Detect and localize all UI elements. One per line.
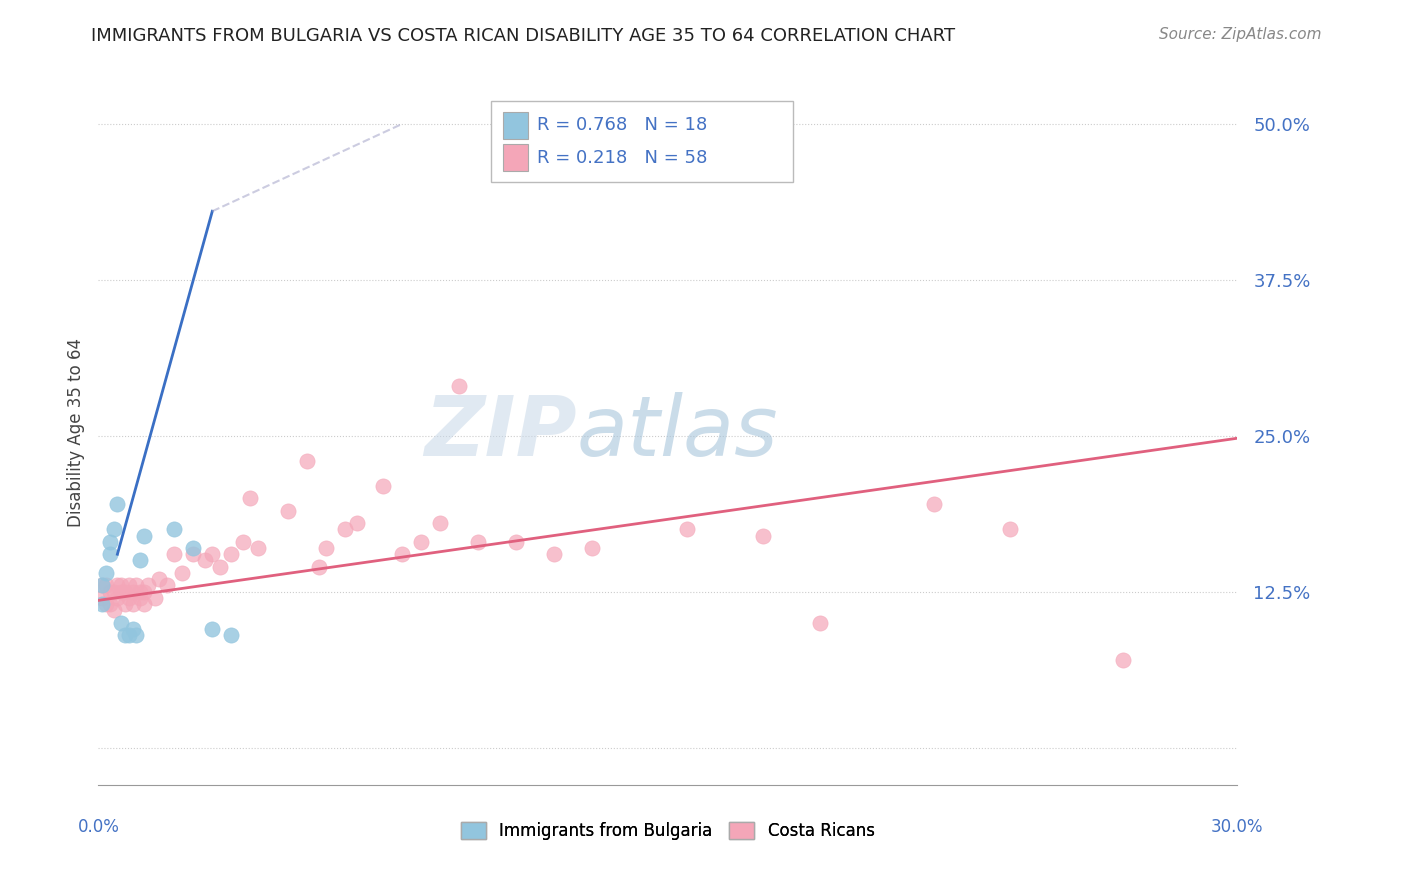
Point bbox=[315, 541, 337, 555]
Point bbox=[170, 566, 193, 580]
Point bbox=[922, 497, 945, 511]
Point bbox=[335, 522, 357, 536]
Point bbox=[201, 547, 224, 561]
Point bbox=[201, 622, 224, 636]
Point bbox=[98, 547, 121, 561]
Point bbox=[543, 547, 565, 561]
Bar bbox=[503, 112, 527, 139]
Point bbox=[107, 591, 129, 605]
Point bbox=[808, 615, 831, 630]
Point bbox=[98, 597, 121, 611]
Text: IMMIGRANTS FROM BULGARIA VS COSTA RICAN DISABILITY AGE 35 TO 64 CORRELATION CHAR: IMMIGRANTS FROM BULGARIA VS COSTA RICAN … bbox=[91, 27, 956, 45]
Point bbox=[98, 534, 121, 549]
Point bbox=[208, 559, 231, 574]
Point bbox=[103, 584, 125, 599]
Point bbox=[121, 597, 143, 611]
Point bbox=[232, 534, 254, 549]
Point bbox=[91, 597, 114, 611]
Point bbox=[121, 584, 143, 599]
Point bbox=[110, 584, 132, 599]
Point bbox=[125, 578, 148, 592]
Text: atlas: atlas bbox=[576, 392, 779, 473]
Point bbox=[94, 566, 117, 580]
Text: 30.0%: 30.0% bbox=[1211, 818, 1264, 836]
Point bbox=[163, 547, 186, 561]
Point bbox=[194, 553, 217, 567]
Point bbox=[183, 541, 205, 555]
FancyBboxPatch shape bbox=[491, 102, 793, 183]
Text: R = 0.768   N = 18: R = 0.768 N = 18 bbox=[537, 116, 707, 135]
Point bbox=[246, 541, 269, 555]
Point bbox=[148, 572, 170, 586]
Point bbox=[91, 591, 114, 605]
Point bbox=[110, 615, 132, 630]
Point bbox=[998, 522, 1021, 536]
Point bbox=[107, 578, 129, 592]
Point bbox=[118, 628, 141, 642]
Point bbox=[391, 547, 413, 561]
Point bbox=[581, 541, 603, 555]
Point bbox=[114, 597, 136, 611]
Point bbox=[129, 591, 152, 605]
Point bbox=[98, 584, 121, 599]
Point bbox=[221, 547, 243, 561]
Point bbox=[411, 534, 433, 549]
Point bbox=[91, 578, 114, 592]
Point bbox=[132, 528, 155, 542]
Point bbox=[277, 503, 299, 517]
Legend: Immigrants from Bulgaria, Costa Ricans: Immigrants from Bulgaria, Costa Ricans bbox=[454, 815, 882, 847]
Point bbox=[429, 516, 451, 530]
Point bbox=[156, 578, 179, 592]
Point bbox=[346, 516, 368, 530]
Point bbox=[163, 522, 186, 536]
Point bbox=[132, 584, 155, 599]
Point bbox=[103, 603, 125, 617]
Point bbox=[371, 478, 394, 492]
Point bbox=[125, 628, 148, 642]
Point bbox=[505, 534, 527, 549]
Point bbox=[107, 497, 129, 511]
Point bbox=[467, 534, 489, 549]
Point bbox=[110, 578, 132, 592]
Point bbox=[118, 591, 141, 605]
Point bbox=[221, 628, 243, 642]
Point bbox=[132, 597, 155, 611]
Text: 0.0%: 0.0% bbox=[77, 818, 120, 836]
Point bbox=[103, 522, 125, 536]
Point bbox=[91, 578, 114, 592]
Point bbox=[676, 522, 699, 536]
Point bbox=[129, 584, 152, 599]
Point bbox=[114, 628, 136, 642]
Point bbox=[118, 578, 141, 592]
Text: Source: ZipAtlas.com: Source: ZipAtlas.com bbox=[1159, 27, 1322, 42]
Point bbox=[183, 547, 205, 561]
Point bbox=[121, 622, 143, 636]
Point bbox=[239, 491, 262, 505]
Point bbox=[136, 578, 159, 592]
Bar bbox=[503, 145, 527, 171]
Text: R = 0.218   N = 58: R = 0.218 N = 58 bbox=[537, 149, 707, 167]
Point bbox=[94, 597, 117, 611]
Point bbox=[449, 379, 471, 393]
Text: ZIP: ZIP bbox=[425, 392, 576, 473]
Point bbox=[297, 453, 319, 467]
Point bbox=[1112, 653, 1135, 667]
Y-axis label: Disability Age 35 to 64: Disability Age 35 to 64 bbox=[66, 338, 84, 527]
Point bbox=[114, 584, 136, 599]
Point bbox=[145, 591, 167, 605]
Point bbox=[129, 553, 152, 567]
Point bbox=[752, 528, 775, 542]
Point bbox=[308, 559, 330, 574]
Point bbox=[94, 578, 117, 592]
